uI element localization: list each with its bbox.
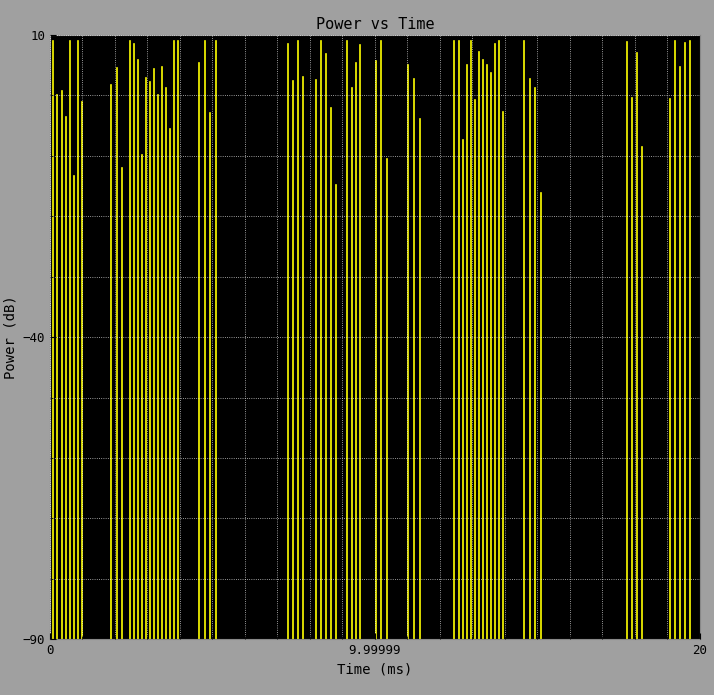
Y-axis label: Power (dB): Power (dB) [3, 295, 17, 379]
X-axis label: Time (ms): Time (ms) [337, 663, 413, 677]
Title: Power vs Time: Power vs Time [316, 17, 434, 32]
